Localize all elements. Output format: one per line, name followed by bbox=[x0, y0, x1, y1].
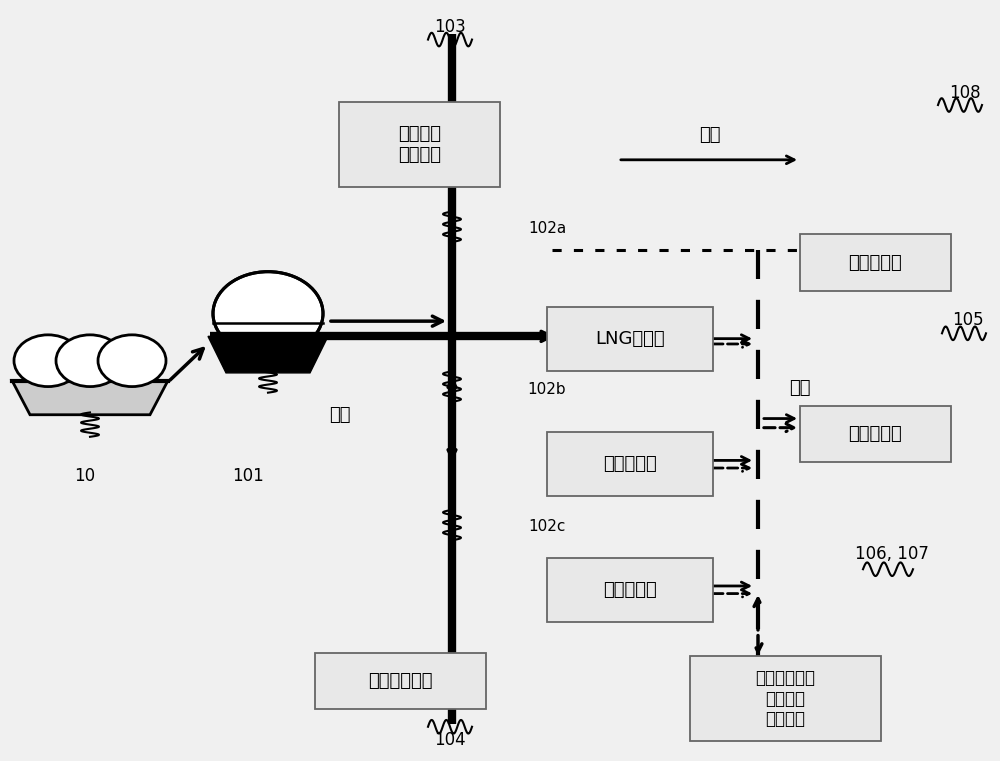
Text: 108: 108 bbox=[949, 84, 981, 102]
FancyBboxPatch shape bbox=[690, 656, 881, 741]
Circle shape bbox=[213, 272, 323, 355]
Text: 石油发电机: 石油发电机 bbox=[603, 581, 657, 599]
Text: 106, 107: 106, 107 bbox=[855, 545, 929, 563]
Polygon shape bbox=[12, 380, 168, 415]
Text: 燃料交易市场: 燃料交易市场 bbox=[368, 672, 432, 690]
FancyBboxPatch shape bbox=[314, 653, 486, 709]
Polygon shape bbox=[213, 314, 323, 355]
Text: LNG发电机: LNG发电机 bbox=[595, 330, 665, 348]
Text: 煤炭发电机: 煤炭发电机 bbox=[603, 455, 657, 473]
Text: 104: 104 bbox=[434, 731, 466, 749]
Text: 102a: 102a bbox=[528, 221, 566, 236]
FancyBboxPatch shape bbox=[800, 234, 950, 291]
FancyBboxPatch shape bbox=[800, 406, 950, 462]
Text: 燃料: 燃料 bbox=[329, 406, 351, 424]
Text: 10: 10 bbox=[74, 466, 96, 485]
Text: 蒸汽: 蒸汽 bbox=[699, 126, 721, 145]
Circle shape bbox=[98, 335, 166, 387]
Text: 105: 105 bbox=[952, 310, 984, 329]
Text: 电力: 电力 bbox=[789, 379, 811, 397]
Text: 103: 103 bbox=[434, 18, 466, 36]
Circle shape bbox=[14, 335, 82, 387]
Text: 电力交易市场
其它公司
（电力）: 电力交易市场 其它公司 （电力） bbox=[755, 669, 815, 728]
Text: 102b: 102b bbox=[528, 382, 566, 397]
Text: 电力消费者: 电力消费者 bbox=[848, 425, 902, 443]
Text: 102c: 102c bbox=[528, 519, 566, 534]
Polygon shape bbox=[208, 336, 328, 373]
FancyBboxPatch shape bbox=[339, 102, 500, 186]
FancyBboxPatch shape bbox=[547, 307, 713, 371]
Text: 101: 101 bbox=[232, 466, 264, 485]
Text: 其它公司
（燃料）: 其它公司 （燃料） bbox=[398, 126, 442, 164]
FancyBboxPatch shape bbox=[547, 558, 713, 622]
Circle shape bbox=[56, 335, 124, 387]
FancyBboxPatch shape bbox=[547, 432, 713, 496]
Text: 蒸汽消费者: 蒸汽消费者 bbox=[848, 253, 902, 272]
